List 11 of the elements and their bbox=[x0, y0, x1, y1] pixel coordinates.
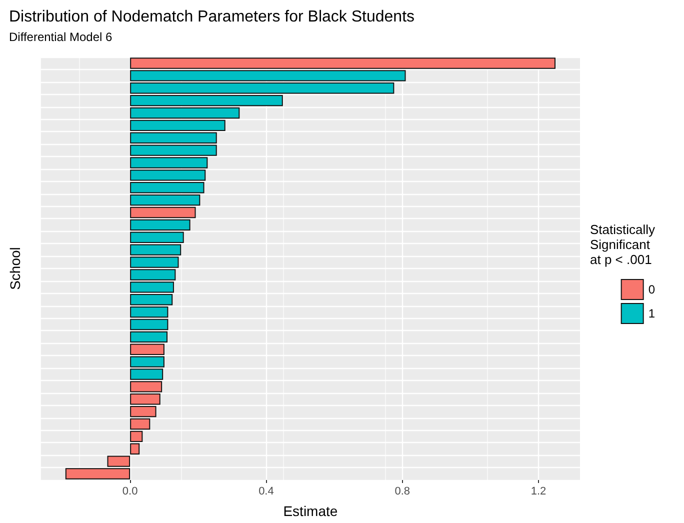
x-axis-title: Estimate bbox=[283, 503, 338, 519]
y-axis-title: School bbox=[7, 247, 23, 290]
chart-title: Distribution of Nodematch Parameters for Black Students bbox=[9, 8, 415, 26]
x-tick-label: 1.2 bbox=[530, 486, 546, 498]
x-tick-label: 0.0 bbox=[122, 486, 138, 498]
legend-label: 1 bbox=[648, 306, 656, 320]
x-tick-label: 0.8 bbox=[394, 486, 410, 498]
chart-subtitle: Differential Model 6 bbox=[9, 30, 112, 44]
legend-title: Statistically Significant at p < .001 bbox=[590, 222, 656, 267]
legend-label: 0 bbox=[648, 282, 656, 296]
x-tick-label: 0.4 bbox=[258, 486, 274, 498]
